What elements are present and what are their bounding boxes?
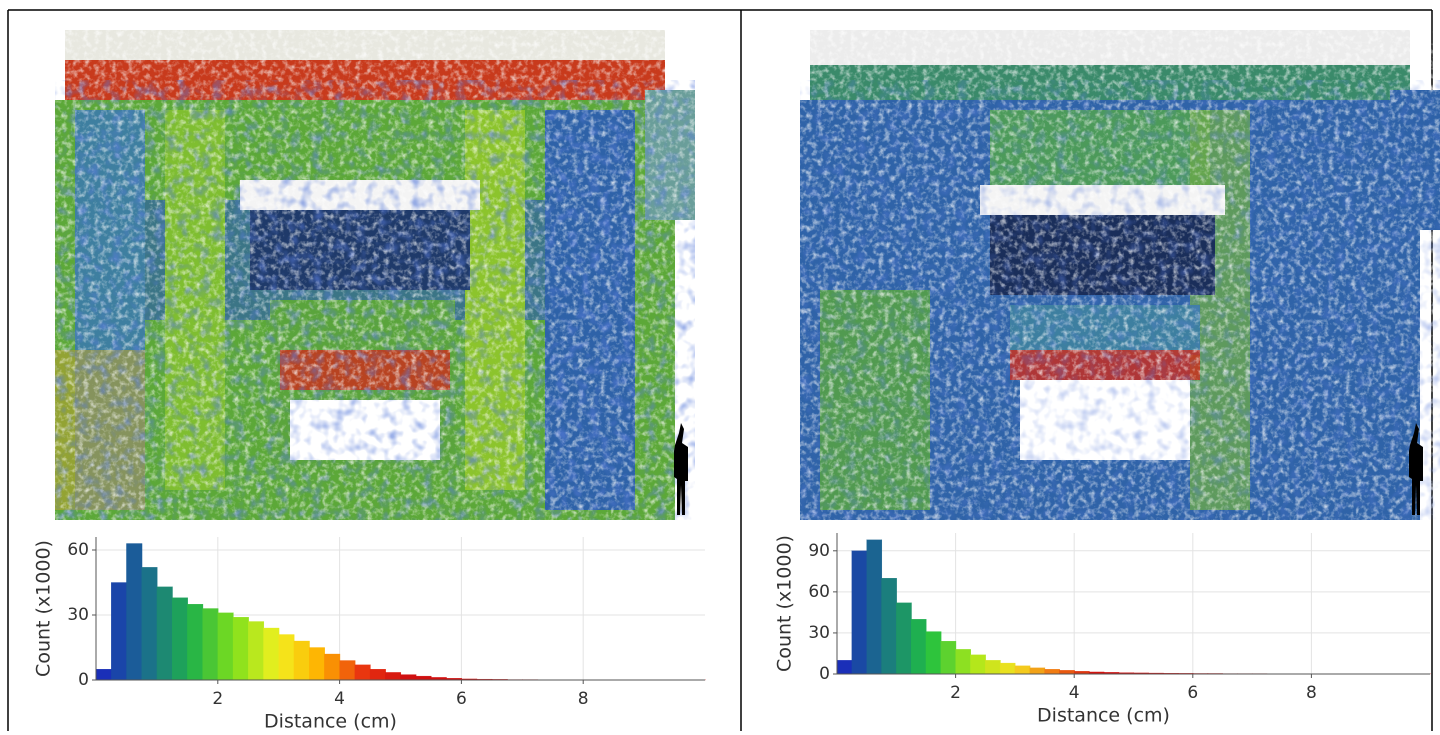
- histogram-bar: [416, 676, 432, 680]
- y-tick-label: 0: [78, 670, 89, 690]
- histogram-bar: [896, 603, 911, 674]
- histogram-bar: [941, 641, 956, 674]
- x-tick-label: 2: [212, 689, 223, 709]
- x-tick-label: 4: [1069, 683, 1080, 703]
- histogram-bar: [263, 628, 279, 680]
- histogram-bar: [157, 587, 173, 680]
- histogram-bar: [867, 540, 882, 674]
- histogram-bar: [355, 665, 371, 680]
- x-axis-label: Distance (cm): [1037, 705, 1170, 727]
- histogram-bar: [852, 551, 867, 674]
- y-tick-label: 60: [67, 540, 89, 560]
- histogram-bar: [837, 660, 852, 674]
- histogram-bar: [142, 567, 158, 680]
- histogram-bar: [401, 675, 417, 680]
- histogram-bar: [309, 648, 325, 681]
- histogram-bar: [1000, 663, 1015, 674]
- y-tick-label: 60: [808, 582, 830, 602]
- y-tick-label: 30: [808, 623, 830, 643]
- point-cloud-image: [800, 30, 1440, 525]
- histogram-bar: [187, 604, 203, 680]
- histogram-bar: [279, 635, 295, 681]
- histogram-bar: [911, 619, 926, 674]
- x-tick-label: 2: [950, 683, 961, 703]
- histogram-bar: [248, 622, 264, 681]
- histogram-bar: [111, 583, 127, 681]
- histogram-bar: [340, 661, 356, 681]
- histogram-bar: [203, 609, 219, 681]
- x-tick-label: 8: [578, 689, 589, 709]
- y-tick-label: 90: [808, 541, 830, 561]
- histogram-bar: [1045, 669, 1060, 674]
- y-tick-label: 30: [67, 605, 89, 625]
- histogram-bar: [926, 632, 941, 674]
- histogram-bar: [385, 672, 401, 680]
- histogram-bar: [218, 613, 234, 680]
- histogram-bar: [1030, 668, 1045, 674]
- x-tick-label: 4: [334, 689, 345, 709]
- x-tick-label: 8: [1306, 683, 1317, 703]
- histogram-bar: [96, 669, 112, 680]
- figure: 0 30 60 2 4 6 8 Distance (cm) Count (x1000) 0 30 60…: [0, 0, 1440, 731]
- x-tick-label: 6: [1187, 683, 1198, 703]
- histogram-bar: [370, 669, 386, 680]
- histogram-bar: [294, 641, 310, 680]
- histogram-bar: [1059, 670, 1074, 674]
- x-axis-label: Distance (cm): [264, 711, 397, 732]
- y-axis-label: Count (x1000): [33, 540, 55, 677]
- x-tick-label: 6: [456, 689, 467, 709]
- histogram-bar: [324, 654, 340, 680]
- point-cloud-image: [55, 30, 695, 525]
- histogram-bar: [172, 598, 188, 680]
- histogram-bar: [126, 544, 142, 681]
- histogram-bar: [233, 617, 249, 680]
- histogram-bar: [956, 649, 971, 674]
- y-tick-label: 0: [819, 664, 830, 684]
- histogram-bar: [985, 660, 1000, 674]
- y-axis-label: Count (x1000): [774, 535, 796, 672]
- histogram-bar: [1015, 666, 1030, 674]
- histogram-bar: [970, 655, 985, 674]
- histogram-bar: [881, 578, 896, 674]
